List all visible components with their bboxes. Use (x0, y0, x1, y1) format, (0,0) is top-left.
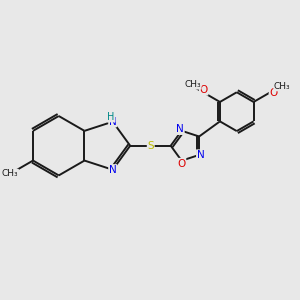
Text: S: S (147, 141, 154, 151)
Text: N: N (109, 117, 117, 127)
Text: N: N (176, 124, 184, 134)
Text: CH₃: CH₃ (2, 169, 18, 178)
Text: H: H (107, 112, 115, 122)
Text: O: O (178, 158, 186, 169)
Text: N: N (109, 165, 117, 175)
Text: O: O (200, 85, 208, 95)
Text: N: N (197, 150, 204, 160)
Text: O: O (269, 88, 278, 98)
Text: CH₃: CH₃ (274, 82, 290, 91)
Text: CH₃: CH₃ (184, 80, 201, 89)
